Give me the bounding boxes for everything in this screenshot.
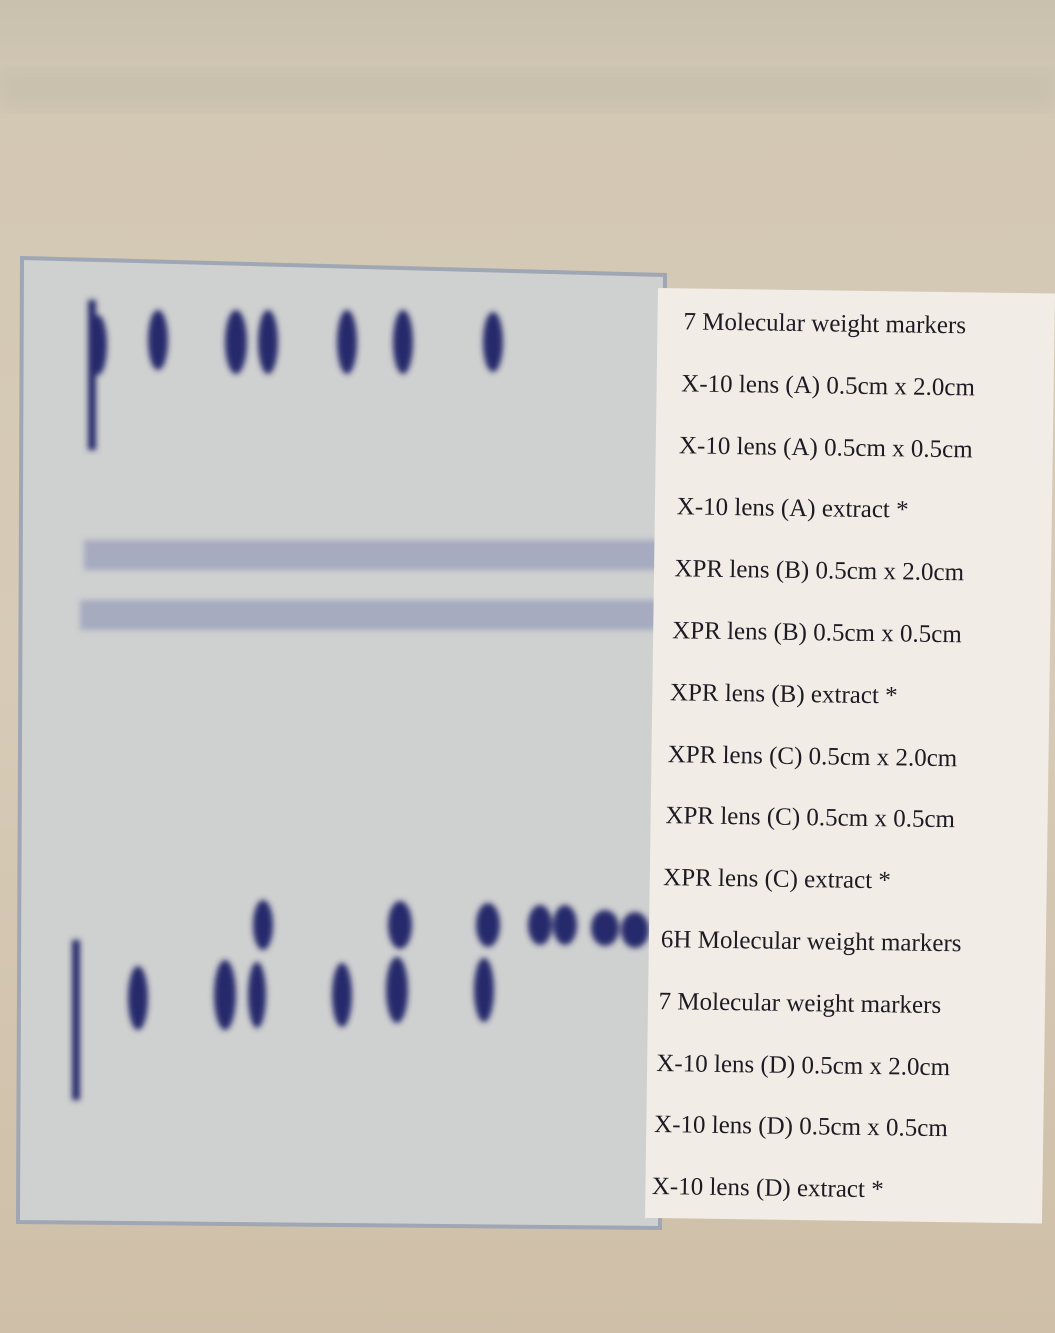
lane-label: XPR lens (B) extract *	[669, 679, 898, 710]
lane-label: 7 Molecular weight markers	[683, 308, 967, 340]
lane-label: XPR lens (C) extract *	[662, 864, 892, 895]
label-panel: 7 Molecular weight markers X-10 lens (A) …	[645, 288, 1055, 1224]
lane-label: X-10 lens (A) 0.5cm x 2.0cm	[681, 370, 976, 402]
lane-label: X-10 lens (D) extract *	[651, 1173, 884, 1204]
lane-label: XPR lens (C) 0.5cm x 0.5cm	[665, 802, 956, 834]
bands	[72, 300, 660, 1100]
lane-label: XPR lens (B) 0.5cm x 0.5cm	[672, 617, 962, 649]
lane-label: XPR lens (B) 0.5cm x 2.0cm	[674, 555, 965, 587]
shadow	[0, 70, 1055, 110]
lane-label: X-10 lens (A) extract *	[676, 493, 909, 524]
gel	[15, 255, 668, 1231]
lane-label: X-10 lens (D) 0.5cm x 2.0cm	[656, 1049, 951, 1081]
lane-label: X-10 lens (A) 0.5cm x 0.5cm	[678, 431, 973, 464]
lane-label: XPR lens (C) 0.5cm x 2.0cm	[667, 740, 958, 772]
lane-label: 7 Molecular weight markers	[658, 987, 942, 1019]
lane-label: 6H Molecular weight markers	[660, 926, 962, 958]
lane-label: X-10 lens (D) 0.5cm x 0.5cm	[653, 1111, 948, 1143]
